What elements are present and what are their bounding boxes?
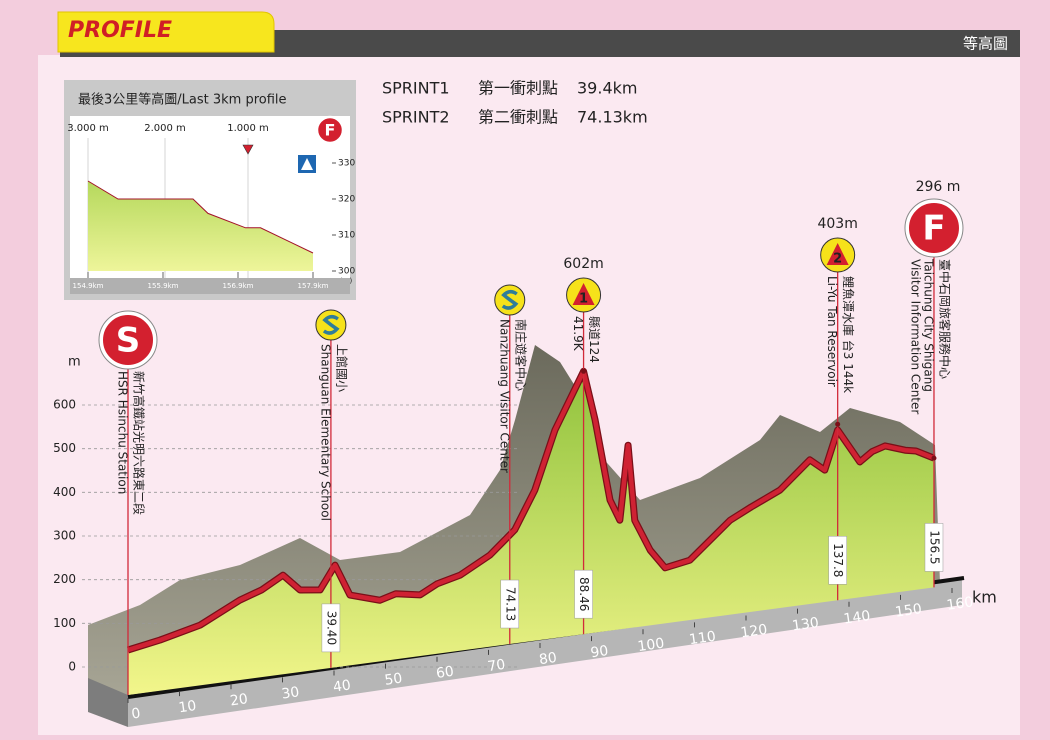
marker-label-en: Shanguan Elementary School <box>318 344 332 521</box>
x-tick-label: 60 <box>435 664 455 682</box>
km-label: 156.5 <box>927 530 941 564</box>
marker-label-en: Visitor Information Center <box>908 259 922 414</box>
inset-line <box>87 180 314 254</box>
marker-icon <box>99 311 157 369</box>
sprint-distance: 74.13km <box>577 108 648 127</box>
x-tick-label: 160 <box>946 594 975 614</box>
marker-icon-text: S <box>116 321 141 361</box>
marker-label-zh: 新竹高鐵站光明六路東二段 <box>132 371 147 515</box>
marker-label-zh: 縣道124 <box>587 316 601 363</box>
x-tick-label: 10 <box>178 698 198 716</box>
inset-y-tick-label: 330 <box>338 159 355 169</box>
elevation-label: 602m <box>563 256 603 272</box>
y-tick-label: 600 <box>53 398 76 412</box>
x-axis-label: km <box>972 588 997 607</box>
y-tick-label: 100 <box>53 616 76 630</box>
y-tick-label: 200 <box>53 572 76 586</box>
sprint-name-zh: 第一衝刺點 <box>478 79 558 98</box>
inset-top-label: 3.000 m <box>67 123 109 134</box>
inset-finish-icon <box>315 115 345 145</box>
marker-label-zh: 鯉魚潭水庫 台3 144k <box>841 276 856 393</box>
sprint-name-zh: 第二衝刺點 <box>478 108 558 127</box>
km-label: 39.40 <box>324 611 338 645</box>
km-box <box>924 523 944 572</box>
y-tick-label: 0 <box>68 660 76 674</box>
elevation-point <box>931 455 937 461</box>
inset-kom-icon <box>242 144 254 155</box>
sprint-name: SPRINT1 <box>382 79 450 98</box>
x-tick-label: 110 <box>688 629 717 649</box>
marker-label-en: 41.9K <box>571 316 585 352</box>
y-tick-label: 500 <box>53 441 76 455</box>
inset-climb-glyph <box>301 158 313 170</box>
sprint-distance: 39.4km <box>577 79 637 98</box>
x-tick-label: 140 <box>843 608 872 628</box>
marker-label-zh: 上館國小 <box>334 344 349 392</box>
x-tick-label: 70 <box>487 657 507 675</box>
x-tick-label: 50 <box>384 670 404 688</box>
x-tick-label: 100 <box>637 635 666 655</box>
x-tick-label: 130 <box>791 615 820 635</box>
x-tick-label: 40 <box>332 677 352 695</box>
elevation-label: 403m <box>817 216 857 232</box>
sprint-swirl <box>322 315 340 335</box>
marker-icon-ring <box>904 198 964 258</box>
y-tick-label: 300 <box>53 529 76 543</box>
x-tick-label: 0 <box>130 705 141 722</box>
sprint-name: SPRINT2 <box>382 108 450 127</box>
inset-x-tick-label: 155.9km <box>148 282 179 290</box>
marker-label-zh: 南庄遊客中心 <box>513 319 528 391</box>
km-label: 74.13 <box>503 587 517 621</box>
inset-x-tick-label: 157.9km <box>298 282 329 290</box>
marker-icon-text: F <box>922 209 945 249</box>
profile-line <box>127 369 935 653</box>
y-tick-label: 400 <box>53 485 76 499</box>
inset-y-tick-label: 300 <box>338 267 355 277</box>
inset-x-tick-label: 154.9km <box>73 282 104 290</box>
header-tab <box>57 11 275 53</box>
km-label: 137.8 <box>831 543 845 577</box>
x-tick-label: 20 <box>229 691 249 709</box>
kom-triangle <box>572 283 595 305</box>
inset-finish-text: F <box>325 121 336 140</box>
inset-y-tick-label: 320 <box>338 195 355 205</box>
x-tick-label: 150 <box>894 601 923 621</box>
marker-label-zh: 臺中石岡旅客服務中心 <box>937 259 952 379</box>
x-tick-label: 120 <box>740 622 769 642</box>
km-box <box>500 579 520 629</box>
front-face-side <box>88 678 128 727</box>
marker-label-en: Taichung City Shigang <box>921 258 935 392</box>
front-face <box>128 580 962 727</box>
y-axis-label: m <box>68 355 81 370</box>
elevation-point <box>581 368 587 374</box>
marker-icon <box>904 199 963 257</box>
header-right: 等高圖 <box>963 35 1008 53</box>
x-tick-label: 30 <box>281 684 301 702</box>
km-box <box>321 603 341 653</box>
inset-x-strip <box>70 278 350 294</box>
marker-icon-text: 1 <box>579 292 588 307</box>
inset-title: 最後3公里等高圖/Last 3km profile <box>78 92 287 108</box>
header-title: PROFILE <box>68 18 172 43</box>
inset-y-tick-label: 310 <box>338 231 355 241</box>
elevation-point <box>835 421 841 427</box>
marker-label-en: Li-Yu Tan Reservoir <box>825 276 839 387</box>
marker-label-en: Nanzhuang Visitor Center <box>497 319 511 473</box>
inset-area <box>88 181 313 271</box>
inset-x-tick-label: 156.9km <box>223 282 254 290</box>
sprint-swirl <box>501 290 519 310</box>
x-tick-label: 80 <box>538 650 558 668</box>
marker-icon-ring <box>98 310 158 370</box>
x-tick-label: 90 <box>590 643 610 661</box>
marker-label-en: HSR Hsinchu Station <box>116 371 130 494</box>
elevation-label: 296 m <box>916 179 961 195</box>
km-box <box>574 569 593 619</box>
marker-icon-text: 2 <box>833 252 842 267</box>
inset-top-label: 1.000 m <box>227 123 269 134</box>
inset-top-label: 2.000 m <box>144 123 186 134</box>
km-label: 88.46 <box>577 577 591 611</box>
kom-triangle <box>826 243 849 265</box>
km-box <box>828 536 847 585</box>
